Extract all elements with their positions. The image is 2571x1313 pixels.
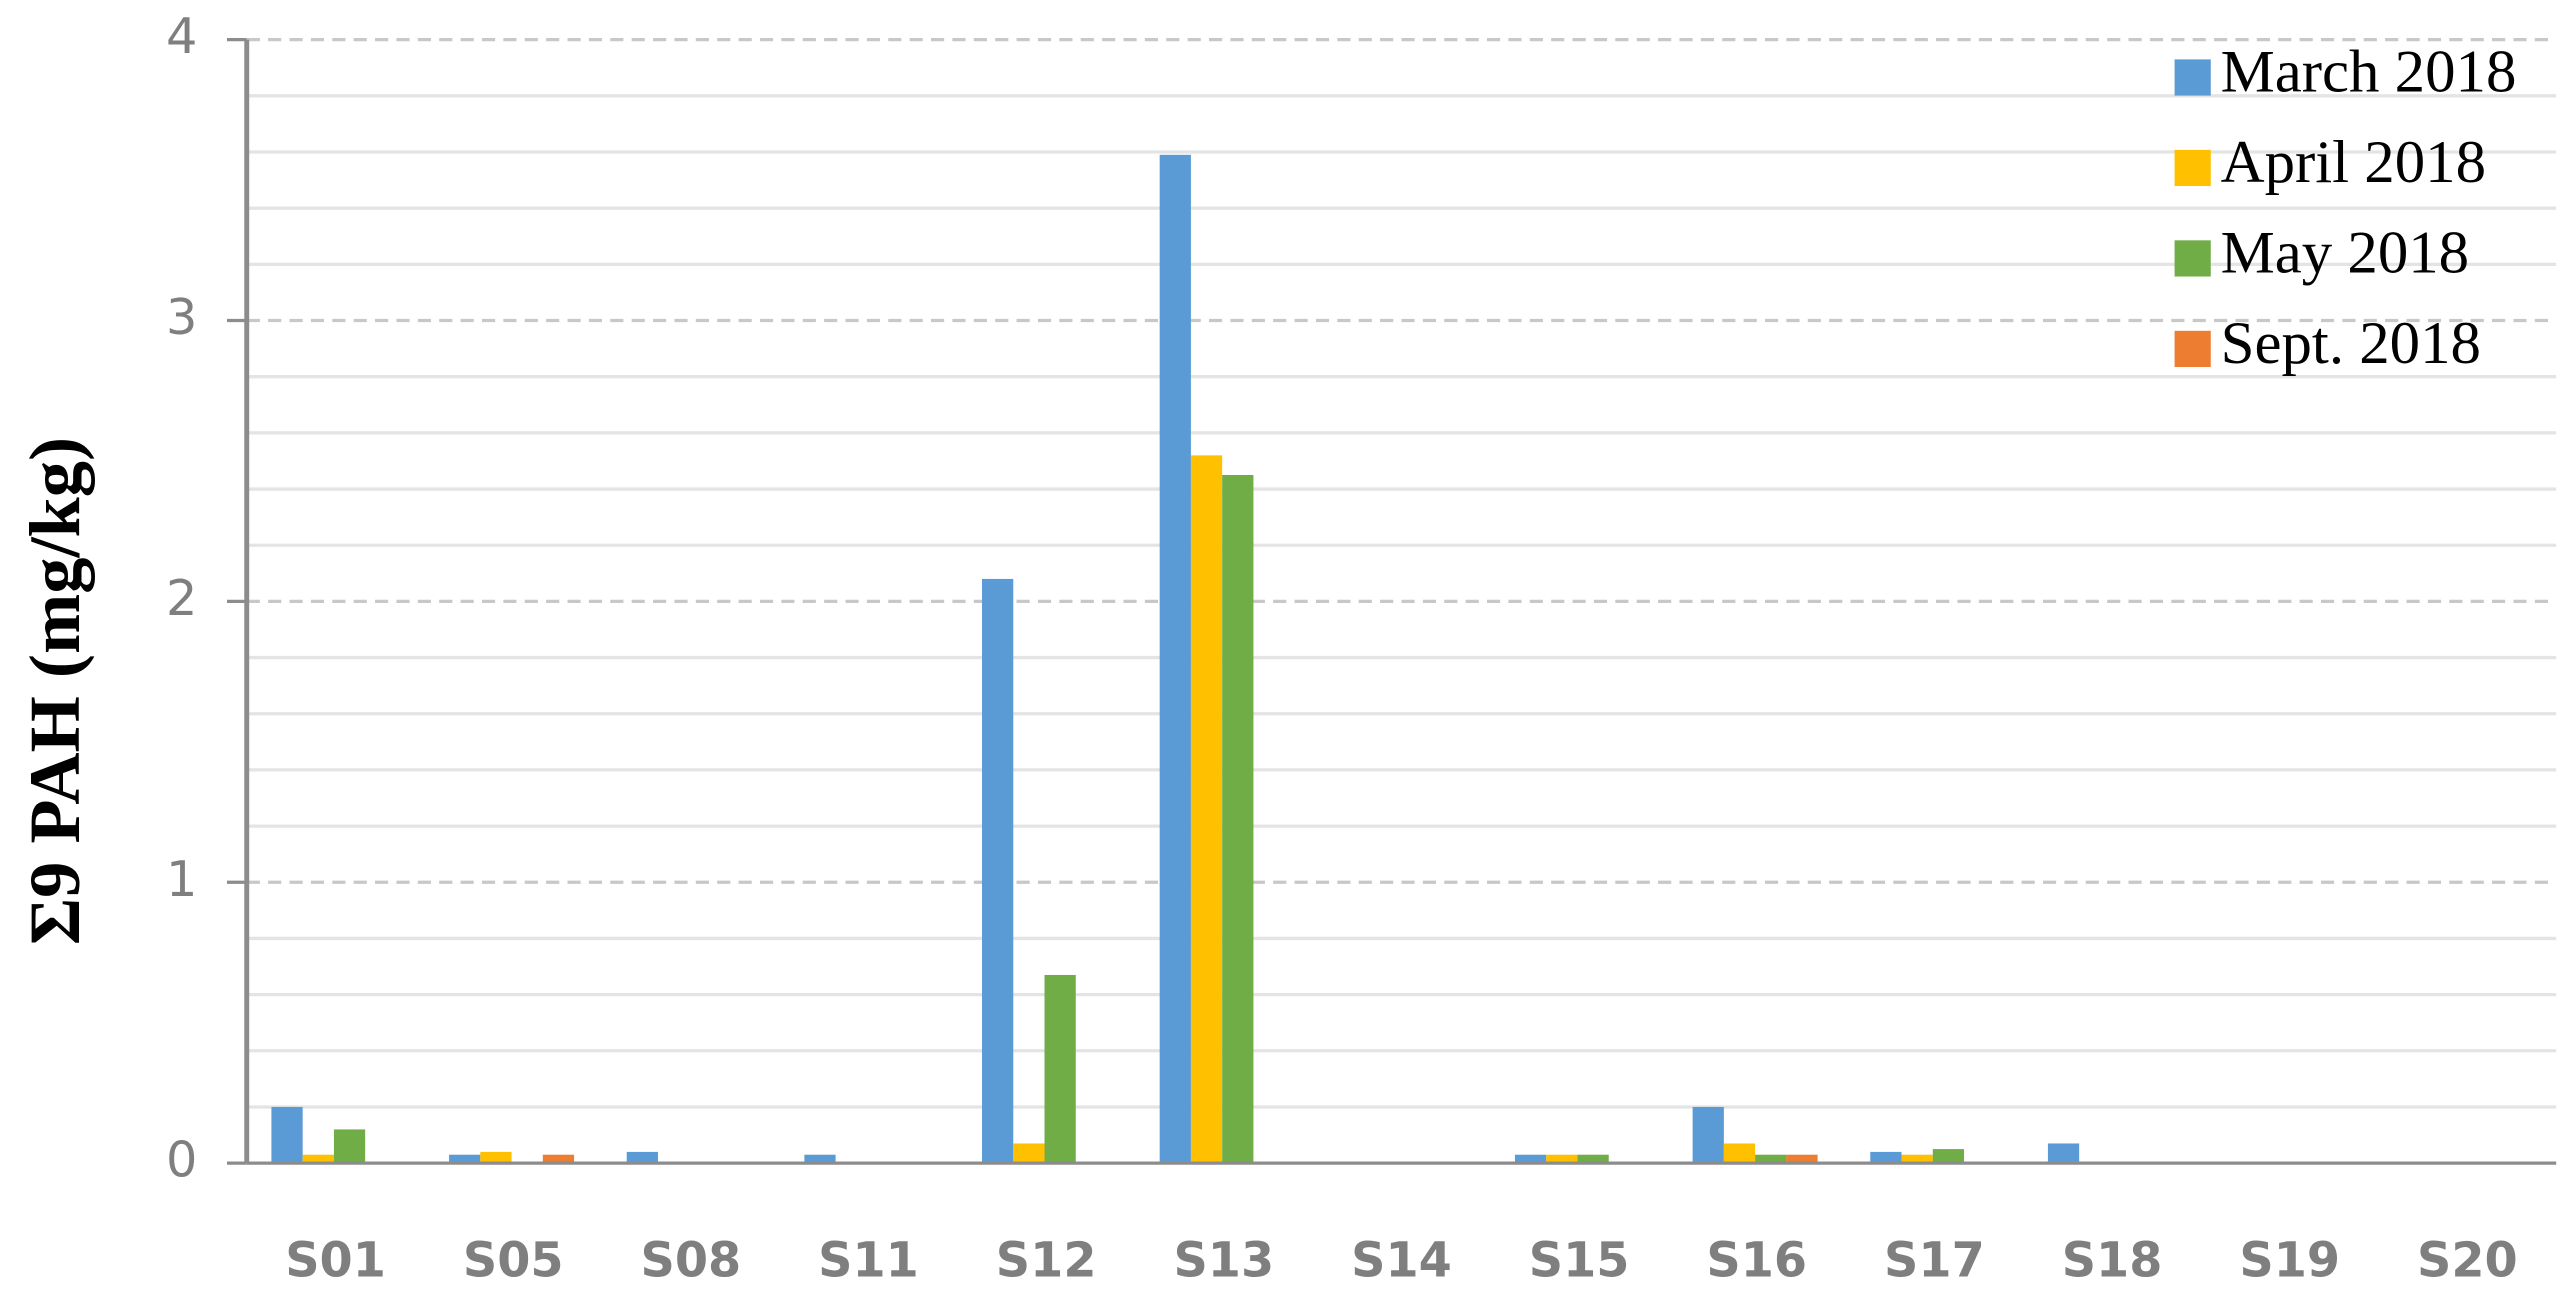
y-tick-label: 3	[166, 288, 197, 346]
x-tick-label: S14	[1351, 1233, 1452, 1288]
bar	[449, 1154, 481, 1164]
bar	[1159, 154, 1191, 1164]
x-tick-label: S20	[2417, 1233, 2518, 1288]
x-tick-label: S18	[2062, 1233, 2163, 1288]
x-tick-label: S13	[1173, 1233, 1274, 1288]
bar	[1786, 1154, 1818, 1164]
x-tick-label: S11	[818, 1233, 919, 1288]
legend-swatch	[2174, 330, 2211, 367]
bar	[271, 1106, 303, 1164]
legend-label: March 2018	[2221, 38, 2517, 105]
bar	[1901, 1154, 1933, 1164]
bar	[1013, 1143, 1045, 1164]
bar	[542, 1154, 575, 1164]
legend-label: May 2018	[2221, 219, 2470, 286]
x-tick-label: S19	[2239, 1233, 2340, 1288]
bar	[982, 578, 1014, 1164]
bar	[480, 1151, 512, 1164]
bar	[1222, 475, 1254, 1164]
x-tick-label: S08	[641, 1233, 742, 1288]
bar	[1932, 1149, 1965, 1164]
x-tick-label: S17	[1884, 1233, 1985, 1288]
bar	[333, 1129, 366, 1164]
bar	[1546, 1154, 1578, 1164]
x-tick-label: S05	[463, 1233, 564, 1288]
legend-label: April 2018	[2221, 129, 2486, 196]
bar	[1190, 455, 1223, 1164]
bar	[1755, 1154, 1787, 1164]
legend-swatch	[2174, 149, 2211, 187]
bar	[2047, 1143, 2080, 1164]
legend-label: Sept. 2018	[2221, 310, 2481, 377]
bar	[302, 1154, 334, 1164]
bar	[1692, 1106, 1724, 1164]
bar	[626, 1151, 658, 1164]
bar	[1870, 1151, 1902, 1164]
legend-swatch	[2174, 240, 2211, 277]
y-tick-label: 2	[166, 569, 197, 627]
bar	[1044, 974, 1076, 1164]
y-tick-label: 1	[166, 850, 197, 908]
legend-swatch	[2174, 59, 2211, 96]
y-axis-label: Σ9 PAH (mg/kg)	[15, 437, 95, 945]
bar	[1577, 1154, 1609, 1164]
bar	[1514, 1154, 1547, 1164]
x-tick-label: S16	[1706, 1233, 1807, 1288]
y-tick-label: 4	[166, 7, 197, 65]
x-tick-label: S01	[285, 1233, 386, 1288]
x-tick-label: S12	[996, 1233, 1097, 1288]
bar	[1723, 1143, 1756, 1164]
x-tick-label: S15	[1529, 1233, 1630, 1288]
y-tick-label: 0	[166, 1131, 197, 1189]
bar	[804, 1154, 836, 1164]
